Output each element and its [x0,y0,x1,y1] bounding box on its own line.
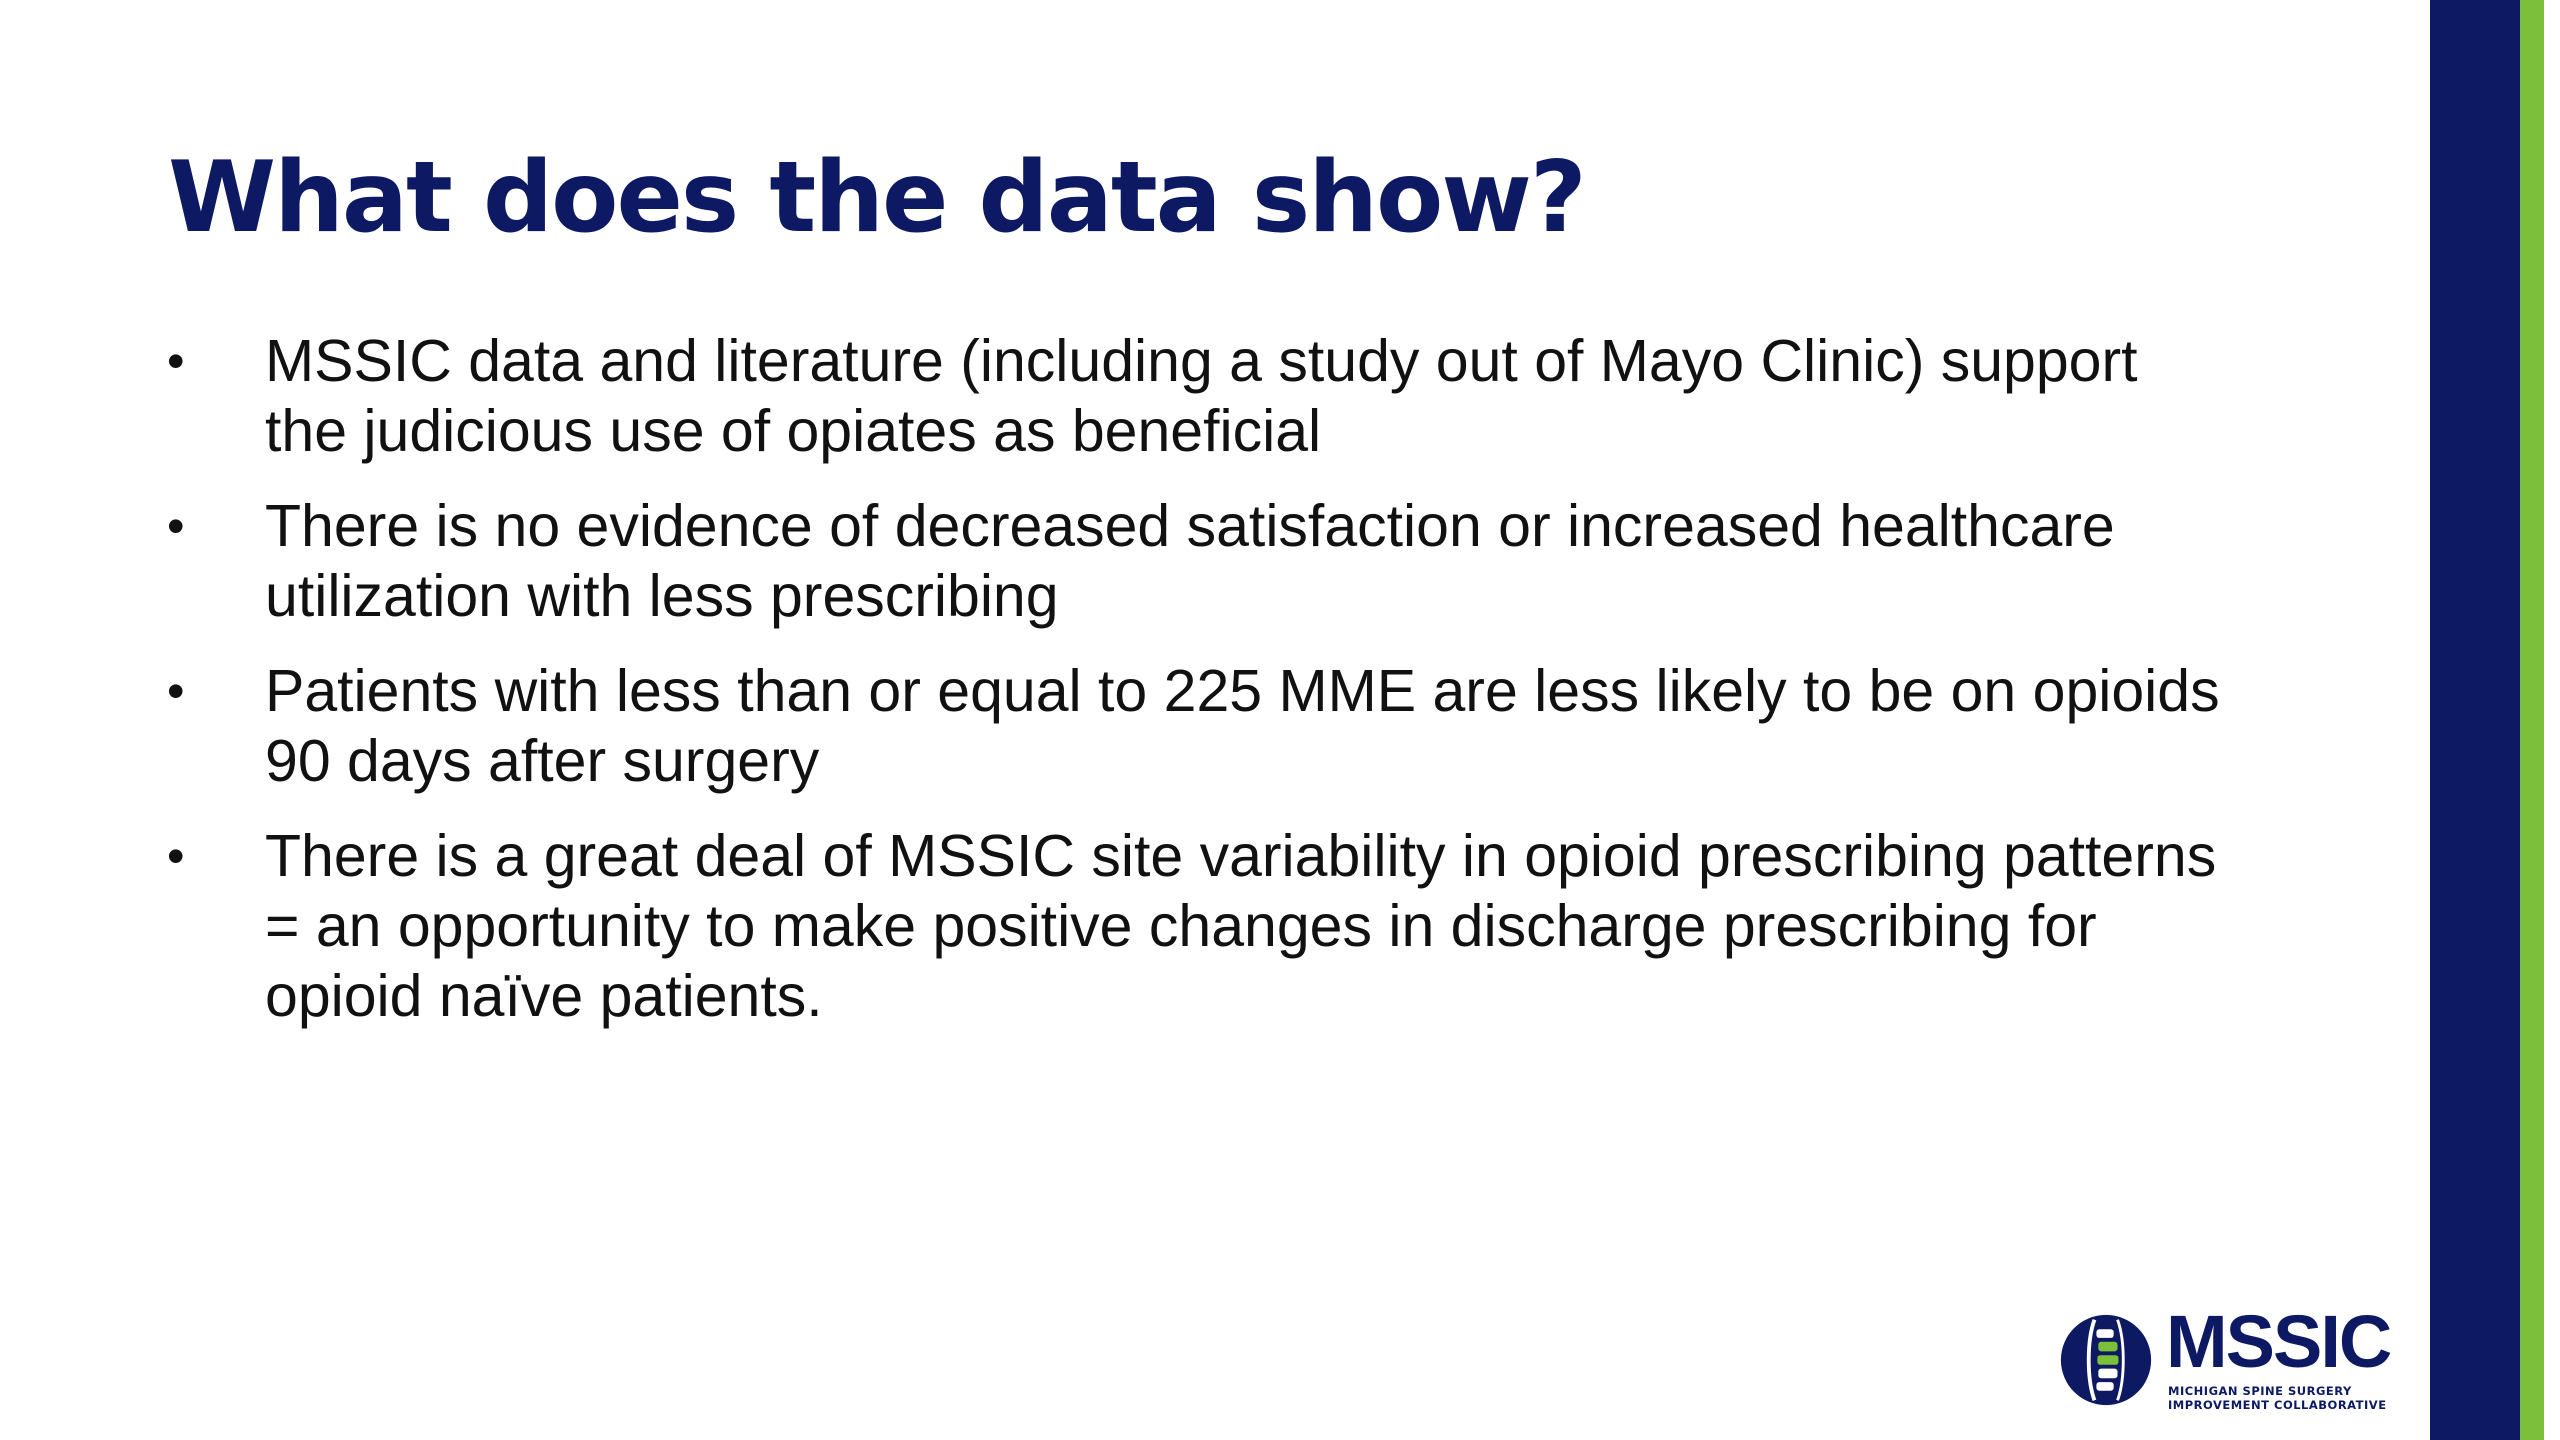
logo-subtitle-line-1: MICHIGAN SPINE SURGERY [2168,1384,2352,1398]
side-accent-gap [2544,0,2560,1440]
bullet-dot: • [167,498,185,554]
bullet-item-2: • There is no evidence of decreased sati… [165,491,2405,631]
bullet-line: MSSIC data and literature (including a s… [265,328,2138,394]
bullet-line: opioid naïve patients. [265,963,823,1029]
bullet-line: Patients with less than or equal to 225 … [265,658,2220,724]
slide-title: What does the data show? [168,141,1587,255]
bullet-line: utilization with less prescribing [265,563,1059,629]
bullet-item-3: • Patients with less than or equal to 22… [165,656,2405,796]
spine-globe-icon [2060,1314,2152,1406]
bullet-line: the judicious use of opiates as benefici… [265,398,1322,464]
bullet-line: 90 days after surgery [265,728,820,794]
bullet-line: There is no evidence of decreased satisf… [265,493,2115,559]
bullet-item-4: • There is a great deal of MSSIC site va… [165,821,2405,1031]
bullet-dot: • [167,333,185,389]
side-accent-bar-green [2520,0,2544,1440]
bullet-dot: • [167,663,185,719]
bullet-item-1: • MSSIC data and literature (including a… [165,326,2405,466]
bullet-line: = an opportunity to make positive change… [265,893,2097,959]
logo-subtitle-line-2: IMPROVEMENT COLLABORATIVE [2168,1398,2387,1412]
side-accent-bar-navy [2430,0,2520,1440]
bullet-list: • MSSIC data and literature (including a… [165,326,2405,1056]
logo-wordmark: MSSIC [2166,1300,2392,1383]
bullet-dot: • [167,828,185,884]
mssic-logo: MSSIC MICHIGAN SPINE SURGERY IMPROVEMENT… [2058,1302,2398,1412]
bullet-line: There is a great deal of MSSIC site vari… [265,823,2217,889]
